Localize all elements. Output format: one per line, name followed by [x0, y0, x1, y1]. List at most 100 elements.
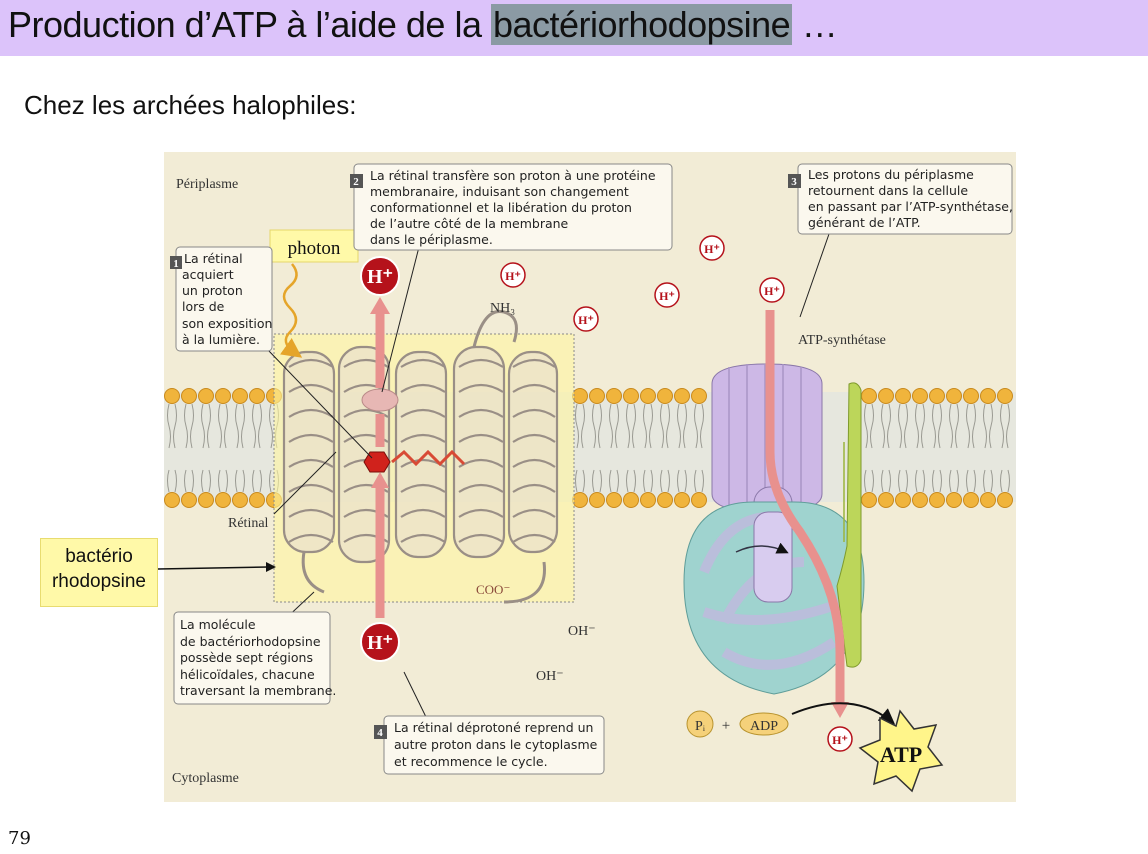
- svg-text:traversant la membrane.: traversant la membrane.: [180, 683, 336, 698]
- svg-text:La rétinal déprotoné reprend u: La rétinal déprotoné reprend un: [394, 720, 593, 735]
- lipid-tail: [660, 403, 670, 493]
- title-highlight: bactériorhodopsine: [490, 4, 793, 45]
- callout-step-1: 1 La rétinal acquiert un proton lors de …: [170, 246, 273, 352]
- lipid-head: [572, 492, 588, 508]
- lipid-head: [997, 388, 1013, 404]
- lipid-head: [878, 492, 894, 508]
- pi-adp-reaction: Pᵢ + ADP: [686, 702, 896, 738]
- lipid-tail: [915, 403, 925, 493]
- lipid-tail: [235, 403, 245, 493]
- lipid-tail: [575, 403, 585, 493]
- periplasm-protons: H⁺ H⁺ H⁺ H⁺ H⁺ H⁺: [500, 235, 853, 752]
- lipid-head: [963, 492, 979, 508]
- lipid-head: [912, 388, 928, 404]
- lipid-head: [181, 492, 197, 508]
- svg-text:H⁺: H⁺: [367, 632, 393, 654]
- lipid-tail: [592, 403, 602, 493]
- lipid-tail: [1000, 403, 1010, 493]
- svg-text:La rétinal: La rétinal: [184, 251, 243, 266]
- lipid-tail: [932, 403, 942, 493]
- lipid-head: [589, 492, 605, 508]
- svg-text:2: 2: [353, 176, 359, 188]
- svg-text:H⁺: H⁺: [832, 733, 848, 747]
- lipid-tail: [864, 403, 874, 493]
- page-number: 79: [8, 828, 31, 849]
- svg-text:H⁺: H⁺: [578, 313, 594, 327]
- lipid-head: [657, 388, 673, 404]
- proton-small: H⁺: [699, 235, 725, 261]
- atp-synthase: [683, 363, 865, 695]
- lipid-head: [215, 492, 231, 508]
- title-suffix: …: [792, 4, 838, 45]
- proton-small: H⁺: [827, 726, 853, 752]
- lipid-head: [623, 388, 639, 404]
- bacteriorhodopsin-figure: H⁺ H⁺ H⁺ H⁺ H⁺ H⁺ H⁺ H⁺ photon Pᵢ +: [164, 152, 1016, 802]
- synthase-proton-path: [765, 310, 845, 707]
- retinal-chain: [391, 449, 466, 467]
- svg-text:son exposition: son exposition: [182, 316, 272, 331]
- svg-text:conformationnel et la libérati: conformationnel et la libération du prot…: [370, 200, 632, 215]
- svg-text:photon: photon: [288, 238, 341, 259]
- lipid-head: [640, 388, 656, 404]
- proton-released-periplasm: H⁺: [360, 256, 400, 296]
- proton-small: H⁺: [573, 306, 599, 332]
- proton-site-ellipse: [361, 388, 399, 412]
- lipid-head: [623, 492, 639, 508]
- svg-text:à la lumière.: à la lumière.: [182, 332, 260, 347]
- lipid-head: [198, 388, 214, 404]
- lipid-heads-top: [164, 388, 1013, 404]
- lipid-head: [861, 492, 877, 508]
- svg-text:1: 1: [173, 258, 179, 270]
- lipid-tail: [609, 403, 619, 493]
- molecule-note: La molécule de bactériorhodopsine possèd…: [173, 611, 336, 705]
- lipid-head: [946, 492, 962, 508]
- lipid-tail: [949, 403, 959, 493]
- lipid-head: [164, 388, 180, 404]
- lipid-head: [963, 388, 979, 404]
- lipid-head: [164, 492, 180, 508]
- lipid-head: [249, 492, 265, 508]
- proton-small: H⁺: [500, 262, 526, 288]
- figure-svg: H⁺ H⁺ H⁺ H⁺ H⁺ H⁺ H⁺ H⁺ photon Pᵢ +: [164, 152, 1016, 802]
- lipid-head: [589, 388, 605, 404]
- lipid-head: [691, 492, 707, 508]
- lipid-head: [249, 388, 265, 404]
- lipid-tail: [167, 403, 177, 493]
- periplasm-label: Périplasme: [176, 177, 238, 192]
- svg-text:générant de l’ATP.: générant de l’ATP.: [808, 215, 921, 230]
- lipid-tail: [643, 403, 653, 493]
- photon-label: photon: [269, 229, 359, 263]
- lipid-tail: [694, 403, 704, 493]
- svg-text:acquiert: acquiert: [182, 267, 234, 282]
- lipid-head: [181, 388, 197, 404]
- svg-text:ATP: ATP: [880, 742, 922, 767]
- lipid-head: [691, 388, 707, 404]
- lipid-head: [929, 492, 945, 508]
- lipid-tail: [898, 403, 908, 493]
- bacteriorhodopsin-label-line2: rhodopsine: [51, 571, 147, 592]
- svg-text:H⁺: H⁺: [704, 242, 720, 256]
- svg-text:H⁺: H⁺: [659, 289, 675, 303]
- bacteriorhodopsin-pointer-arrow: [157, 562, 276, 572]
- lipid-head: [232, 388, 248, 404]
- lipid-head: [674, 492, 690, 508]
- svg-text:La molécule: La molécule: [180, 617, 256, 632]
- svg-text:La rétinal transfère son proto: La rétinal transfère son proton à une pr…: [370, 168, 656, 183]
- slide-subtitle: Chez les archées halophiles:: [24, 90, 357, 120]
- lipid-tail: [252, 403, 262, 493]
- lipid-head: [640, 492, 656, 508]
- lipid-tails: [167, 403, 1010, 493]
- lipid-head: [657, 492, 673, 508]
- lipid-tail: [966, 403, 976, 493]
- lipid-tail: [184, 403, 194, 493]
- proton-arrowhead-upper: [370, 297, 390, 314]
- svg-text:3: 3: [791, 176, 797, 188]
- svg-text:dans le périplasme.: dans le périplasme.: [370, 232, 493, 247]
- oh-label: OH⁻: [568, 624, 596, 639]
- lipid-head: [572, 388, 588, 404]
- title-prefix: Production d’ATP à l’aide de la: [8, 4, 491, 45]
- lipid-tail: [218, 403, 228, 493]
- helix-bundle: [282, 309, 559, 604]
- lipid-head: [606, 492, 622, 508]
- lipid-head: [198, 492, 214, 508]
